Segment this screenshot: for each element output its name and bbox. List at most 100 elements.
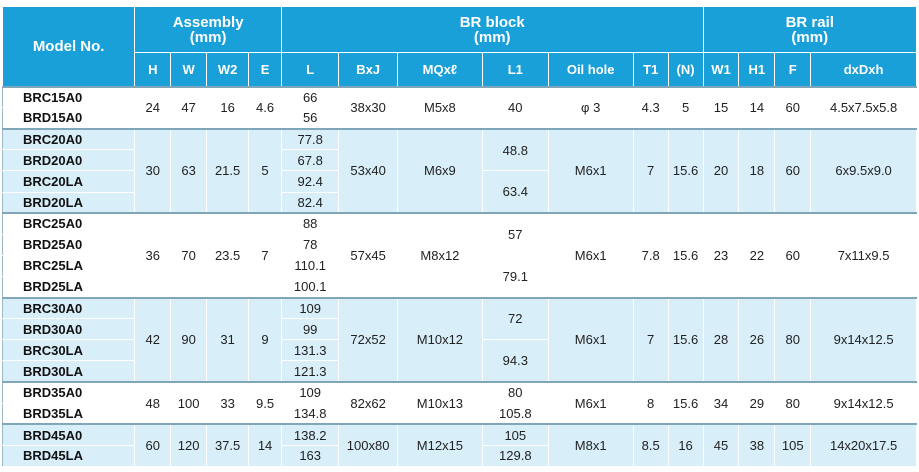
model-number-cell: BRD25LA <box>1 275 136 299</box>
cell-bxj: 57x45 <box>338 212 398 299</box>
cell-mq: M10x13 <box>396 381 483 425</box>
cell-l1: 105.8 <box>481 402 549 425</box>
cell-l1: 72 <box>481 296 549 341</box>
cell-w2: 16 <box>206 85 250 130</box>
header-br-block-title: BR block <box>459 13 525 31</box>
cell-mq: M5x8 <box>396 85 483 130</box>
cell-f: 105 <box>774 423 812 468</box>
cell-n: 5 <box>667 85 704 130</box>
header-col-w2: W2 <box>206 52 250 87</box>
cell-oil-hole: M6x1 <box>547 127 634 214</box>
cell-oil-hole: M6x1 <box>547 381 634 425</box>
cell-l1: 57 <box>481 212 549 256</box>
cell-f: 80 <box>774 296 812 383</box>
cell-dxdxh: 9x14x12.5 <box>810 296 917 383</box>
cell-f: 60 <box>774 85 812 130</box>
cell-h1: 14 <box>738 85 776 130</box>
cell-bxj: 72x52 <box>338 296 398 383</box>
cell-oil-hole: M6x1 <box>547 212 634 299</box>
cell-t1: 7 <box>632 127 669 214</box>
cell-l: 82.4 <box>280 191 340 214</box>
cell-l: 109 <box>280 381 340 404</box>
cell-h: 48 <box>134 381 172 425</box>
table-row: BRD45A0 60 120 37.5 14 138.2 100x80 M12x15 105 M8… <box>1 423 917 468</box>
header-br-rail-title: BR rail <box>785 13 834 31</box>
header-col-oil-hole: Oil hole <box>547 52 634 87</box>
model-number-cell: BRC15A0 <box>1 85 136 109</box>
cell-bxj: 38x30 <box>338 85 398 130</box>
cell-w1: 34 <box>702 381 740 425</box>
table-row: BRD35A0 48 100 33 9.5 109 82x62 M10x13 80 M6x1 8 15… <box>1 381 917 425</box>
cell-l1: 129.8 <box>481 444 549 468</box>
table-row: BRC30LA 131.3 94.3 <box>1 339 917 383</box>
cell-t1: 4.3 <box>632 85 669 130</box>
cell-oil-hole: M8x1 <box>547 423 634 468</box>
model-number-cell: BRC30LA <box>1 339 136 362</box>
cell-e: 5 <box>248 127 282 214</box>
model-number-cell: BRC20A0 <box>1 127 136 151</box>
cell-l1: 105 <box>481 423 549 446</box>
header-col-h: H <box>134 52 172 87</box>
header-col-dxdxh: dxDxh <box>810 52 917 87</box>
cell-l: 131.3 <box>280 339 340 362</box>
cell-h: 30 <box>134 127 172 214</box>
cell-w2: 23.5 <box>206 212 250 299</box>
table-row: BRD20A0 67.8 <box>1 149 917 172</box>
model-number-cell: BRD30A0 <box>1 318 136 341</box>
cell-l1: 48.8 <box>481 127 549 172</box>
cell-w2: 21.5 <box>206 127 250 214</box>
table-row: BRD45LA 163 129.8 <box>1 444 917 468</box>
cell-l: 134.8 <box>280 402 340 425</box>
cell-l1: 40 <box>481 85 549 130</box>
cell-l: 109 <box>280 296 340 320</box>
model-number-cell: BRD45LA <box>1 444 136 468</box>
cell-n: 15.6 <box>667 296 704 383</box>
header-assembly-unit: (mm) <box>189 28 227 46</box>
cell-h1: 29 <box>738 381 776 425</box>
cell-l1: 63.4 <box>481 170 549 214</box>
header-col-h1: H1 <box>738 52 776 87</box>
header-col-l: L <box>280 52 340 87</box>
cell-w1: 23 <box>702 212 740 299</box>
header-col-bxj: BxJ <box>338 52 398 87</box>
cell-dxdxh: 14x20x17.5 <box>810 423 917 468</box>
cell-w: 47 <box>170 85 208 130</box>
cell-e: 7 <box>248 212 282 299</box>
cell-l1: 79.1 <box>481 254 549 299</box>
cell-dxdxh: 7x11x9.5 <box>810 212 917 299</box>
cell-n: 15.6 <box>667 127 704 214</box>
header-model-no: Model No. <box>1 6 136 87</box>
cell-dxdxh: 9x14x12.5 <box>810 381 917 425</box>
model-number-cell: BRC30A0 <box>1 296 136 320</box>
table-row: BRD30A0 99 <box>1 318 917 341</box>
cell-l1: 94.3 <box>481 339 549 383</box>
cell-dxdxh: 4.5x7.5x5.8 <box>810 85 917 130</box>
table-row: BRD35LA 134.8 105.8 <box>1 402 917 425</box>
cell-n: 15.6 <box>667 381 704 425</box>
cell-w2: 37.5 <box>206 423 250 468</box>
table-row: BRD25LA 100.1 <box>1 275 917 299</box>
cell-w: 120 <box>170 423 208 468</box>
cell-e: 14 <box>248 423 282 468</box>
model-number-cell: BRC20LA <box>1 170 136 193</box>
model-number-cell: BRD35LA <box>1 402 136 425</box>
cell-e: 9.5 <box>248 381 282 425</box>
cell-h1: 26 <box>738 296 776 383</box>
cell-l: 56 <box>280 107 340 130</box>
cell-mq: M8x12 <box>396 212 483 299</box>
cell-f: 60 <box>774 127 812 214</box>
table-row: BRC15A0 24 47 16 4.6 66 38x30 M5x8 40 φ 3 4.3 5 15 14… <box>1 85 917 130</box>
header-br-block: BR block (mm) <box>280 6 704 53</box>
cell-w1: 15 <box>702 85 740 130</box>
cell-l: 77.8 <box>280 127 340 151</box>
cell-w2: 31 <box>206 296 250 383</box>
cell-mq: M10x12 <box>396 296 483 383</box>
cell-l: 78 <box>280 233 340 256</box>
table-row: BRC25LA 110.1 79.1 <box>1 254 917 299</box>
cell-e: 4.6 <box>248 85 282 130</box>
cell-h1: 18 <box>738 127 776 214</box>
header-col-l1: L1 <box>481 52 549 87</box>
header-br-rail-unit: (mm) <box>791 28 829 46</box>
cell-w: 100 <box>170 381 208 425</box>
